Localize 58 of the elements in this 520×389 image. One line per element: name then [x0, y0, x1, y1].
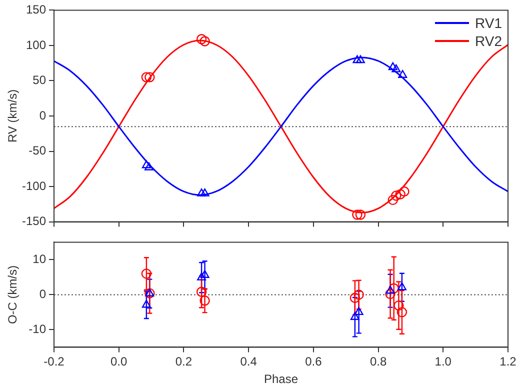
- point: [141, 72, 152, 82]
- point: [392, 64, 401, 72]
- point: [144, 72, 155, 82]
- point: [396, 307, 408, 318]
- y-tick-label: 150: [26, 2, 46, 17]
- y-tick-label: -150: [22, 214, 46, 228]
- y-tick-label: 0: [39, 287, 46, 302]
- y-tick-label: -100: [22, 178, 46, 193]
- x-tick-label: 0.4: [240, 354, 258, 369]
- point: [391, 190, 402, 201]
- point: [141, 268, 152, 279]
- y-axis-title: RV (km/s): [6, 89, 20, 143]
- legend-label: RV1: [475, 14, 502, 32]
- y-tick-label: 10: [32, 252, 46, 266]
- point: [200, 188, 210, 196]
- point: [388, 283, 399, 294]
- point: [350, 292, 360, 303]
- point: [200, 296, 210, 306]
- point: [355, 210, 366, 220]
- point: [386, 286, 395, 294]
- point: [197, 272, 206, 280]
- y-tick-label: 50: [32, 73, 46, 88]
- point: [397, 282, 406, 290]
- point: [385, 288, 396, 300]
- point: [352, 210, 362, 220]
- point: [394, 300, 404, 311]
- x-tick-label: 1.2: [500, 354, 517, 369]
- point: [354, 290, 364, 300]
- x-tick-label: 0.0: [110, 354, 128, 369]
- x-axis-title: Phase: [264, 372, 298, 386]
- point: [399, 186, 410, 197]
- legend-label: RV2: [475, 32, 502, 50]
- point: [196, 286, 207, 297]
- point: [142, 300, 151, 308]
- point: [356, 55, 365, 64]
- x-tick-label: -0.2: [44, 354, 65, 369]
- point: [354, 307, 364, 316]
- point: [142, 160, 151, 168]
- point: [144, 162, 154, 170]
- y-tick-label: 0: [39, 108, 46, 122]
- y-tick-label: 100: [26, 38, 46, 52]
- point: [197, 188, 206, 196]
- y-tick-label: -50: [28, 144, 46, 158]
- point: [398, 70, 408, 78]
- y-tick-label: -10: [28, 322, 46, 336]
- x-tick-label: 0.6: [305, 354, 322, 369]
- point: [200, 270, 210, 278]
- point: [388, 194, 398, 206]
- x-tick-label: 0.8: [370, 354, 387, 369]
- point: [200, 36, 210, 46]
- point: [352, 55, 362, 64]
- point: [196, 34, 207, 44]
- point: [350, 312, 360, 320]
- point: [388, 62, 398, 70]
- x-tick-label: 1.0: [434, 354, 452, 369]
- point: [395, 189, 406, 200]
- y-axis-title: O-C (km/s): [6, 265, 20, 324]
- x-tick-label: 0.2: [175, 354, 192, 369]
